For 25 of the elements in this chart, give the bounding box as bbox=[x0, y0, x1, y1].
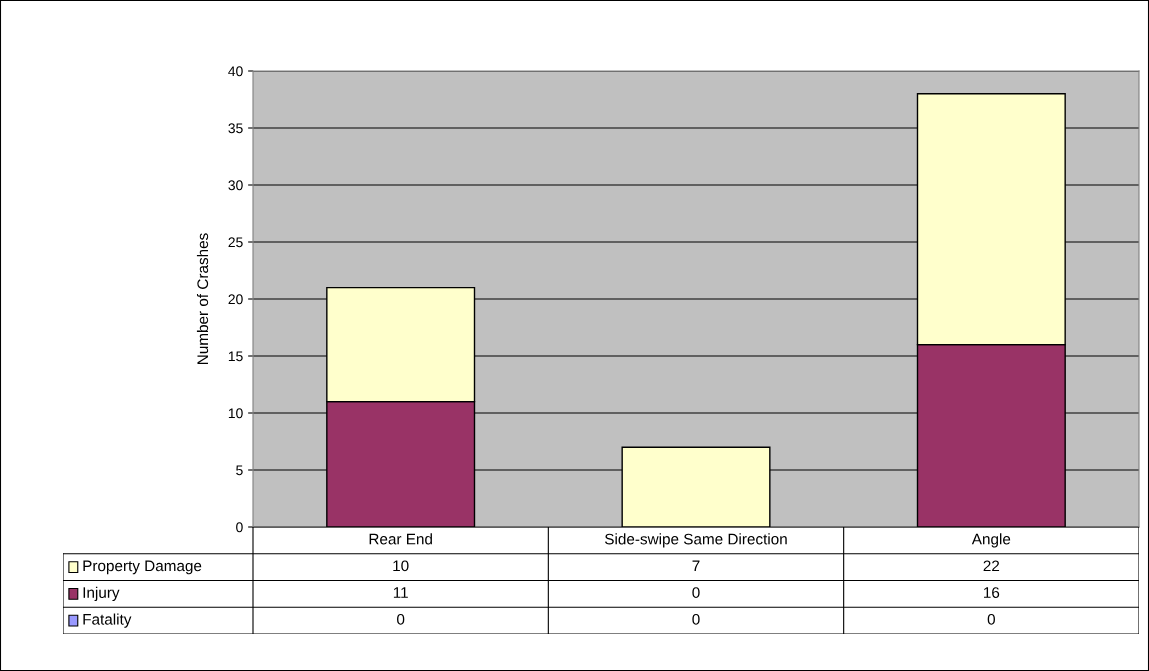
y-axis-title: Number of Crashes bbox=[196, 233, 209, 364]
y-tick-label: 25 bbox=[228, 237, 243, 248]
y-tick-label: 0 bbox=[236, 522, 243, 533]
y-tick-label: 10 bbox=[228, 408, 243, 419]
data-label: 11 bbox=[393, 587, 408, 598]
data-label: 0 bbox=[397, 613, 405, 625]
data-label: 10 bbox=[393, 560, 409, 572]
x-tick-label: Angle bbox=[971, 533, 1011, 548]
x-tick-label: Side-swipe Same Direction bbox=[604, 533, 787, 548]
y-tick-label: 5 bbox=[236, 465, 243, 476]
y-tick-label: 40 bbox=[228, 66, 243, 77]
data-label: 0 bbox=[987, 613, 995, 625]
data-label: 22 bbox=[983, 560, 1000, 572]
data-label: 7 bbox=[692, 560, 700, 572]
data-label: 16 bbox=[984, 587, 1000, 598]
legend-label: Property Damage bbox=[83, 560, 202, 575]
y-tick-label: 30 bbox=[228, 180, 243, 191]
legend-label: Injury bbox=[83, 586, 120, 601]
y-tick-label: 15 bbox=[228, 351, 243, 362]
data-label: 0 bbox=[692, 613, 700, 625]
data-label: 0 bbox=[692, 587, 700, 598]
x-tick-label: Rear End bbox=[369, 533, 432, 545]
legend-label: Fatality bbox=[83, 613, 132, 628]
y-tick-label: 20 bbox=[228, 294, 243, 305]
y-tick-label: 35 bbox=[228, 123, 243, 134]
